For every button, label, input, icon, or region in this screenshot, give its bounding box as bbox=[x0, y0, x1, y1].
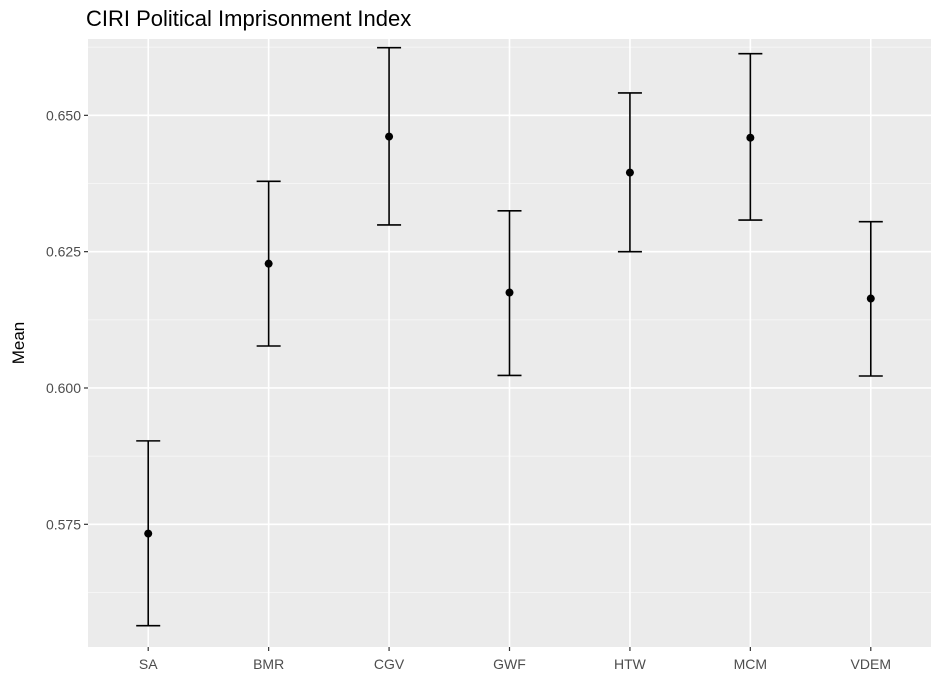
error-bar-mcm bbox=[738, 52, 763, 221]
y-tick-label: 0.650 bbox=[46, 107, 81, 123]
y-axis: 0.575 0.600 0.625 0.650 bbox=[46, 107, 88, 532]
error-bar-vdem bbox=[858, 220, 883, 377]
x-tick-label: SA bbox=[139, 656, 158, 672]
error-bar-sa bbox=[136, 440, 161, 627]
mean-point bbox=[746, 133, 755, 142]
x-tick-label: MCM bbox=[734, 656, 767, 672]
x-tick-label: HTW bbox=[614, 656, 647, 672]
x-tick-label: BMR bbox=[253, 656, 284, 672]
mean-point bbox=[505, 288, 514, 297]
error-bar-htw bbox=[617, 92, 642, 253]
mean-point bbox=[264, 259, 273, 268]
y-tick-label: 0.575 bbox=[46, 516, 81, 532]
error-bar-gwf bbox=[497, 209, 522, 377]
mean-point bbox=[144, 529, 153, 538]
error-bars bbox=[136, 46, 883, 627]
mean-point bbox=[625, 168, 634, 177]
error-bar-bmr bbox=[256, 180, 281, 347]
mean-point bbox=[866, 294, 875, 303]
y-tick-label: 0.625 bbox=[46, 244, 81, 260]
chart-title: CIRI Political Imprisonment Index bbox=[86, 6, 411, 31]
x-tick-label: GWF bbox=[493, 656, 526, 672]
error-bar-cgv bbox=[377, 46, 402, 226]
y-tick-label: 0.600 bbox=[46, 380, 81, 396]
x-tick-label: VDEM bbox=[851, 656, 891, 672]
x-tick-label: CGV bbox=[374, 656, 405, 672]
x-axis: SA BMR CGV GWF HTW MCM VDEM bbox=[139, 647, 891, 672]
mean-point bbox=[385, 132, 394, 141]
y-axis-title: Mean bbox=[9, 322, 28, 365]
